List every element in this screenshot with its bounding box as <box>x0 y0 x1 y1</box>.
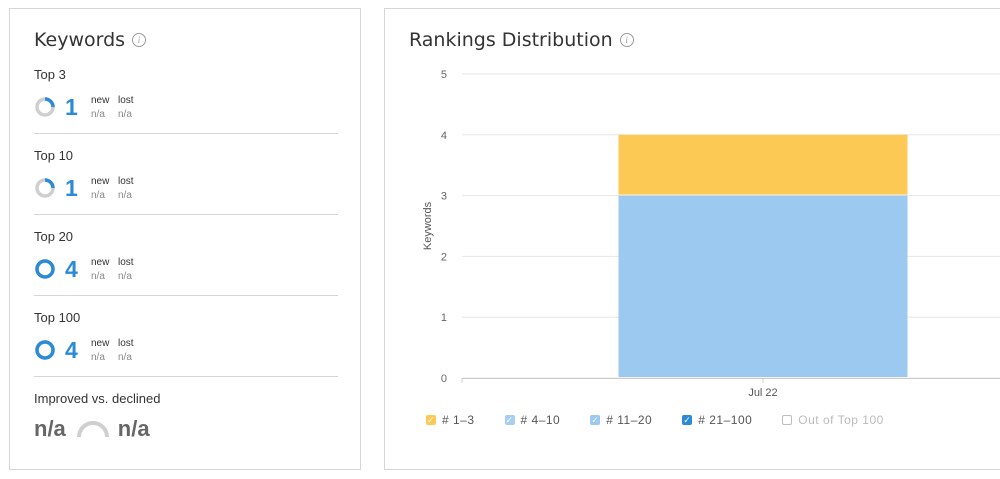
keyword-count: 4 <box>65 255 78 282</box>
lost-value: n/a <box>118 270 132 282</box>
divider <box>34 376 338 377</box>
bar-segment[interactable] <box>618 195 908 377</box>
divider <box>34 295 338 296</box>
new-value: n/a <box>91 351 105 363</box>
section-title: Top 20 <box>34 229 74 244</box>
lost-value: n/a <box>118 108 132 120</box>
donut-chart-icon <box>35 97 55 117</box>
improved-value: n/a <box>34 416 66 441</box>
lost-value: n/a <box>118 351 132 363</box>
gauge-icon <box>76 421 109 438</box>
legend-item[interactable]: ✓ # 11–20 <box>590 413 652 427</box>
new-value: n/a <box>91 108 105 120</box>
new-label: new <box>91 256 110 268</box>
legend-label: # 11–20 <box>606 413 653 427</box>
section-title: Top 100 <box>34 310 81 325</box>
keyword-count: 1 <box>65 93 78 120</box>
legend-item[interactable]: ✓ # 4–10 <box>504 413 561 427</box>
donut-chart-icon <box>35 178 55 198</box>
donut-chart-icon <box>35 340 55 360</box>
legend-label: # 4–10 <box>520 413 561 427</box>
declined-value: n/a <box>117 416 150 441</box>
y-tick-label: 2 <box>441 251 447 263</box>
lost-label: lost <box>118 94 134 106</box>
keyword-count: 4 <box>65 336 78 363</box>
lost-label: lost <box>118 256 134 268</box>
keywords-panel: Keywords i Top 3 1 new lost n/a n/a Top … <box>9 8 361 470</box>
rankings-chart: 0 1 2 3 4 5 Keywords Jul 22 <box>422 69 1000 399</box>
section-title: Top 3 <box>34 67 66 82</box>
donut-fill <box>35 97 55 117</box>
bar-segment[interactable] <box>618 134 908 195</box>
info-icon[interactable]: i <box>619 33 634 47</box>
donut-fill <box>35 259 55 279</box>
rankings-title-text: Rankings Distribution <box>409 29 613 51</box>
chart-legend: ✓ # 1–3 ✓ # 4–10 ✓ # 11–20 ✓ # 21–100 Out of Top… <box>426 413 914 427</box>
divider <box>34 214 338 215</box>
donut-chart-icon <box>35 259 55 279</box>
y-tick-label: 5 <box>441 69 447 81</box>
new-label: new <box>91 94 110 106</box>
y-tick-label: 3 <box>441 191 447 203</box>
legend-label: # 1–3 <box>442 413 475 427</box>
info-icon[interactable]: i <box>132 33 147 47</box>
top-10-section: Top 10 1 new lost n/a n/a <box>34 148 337 202</box>
checkbox-unchecked-icon[interactable] <box>782 415 793 425</box>
x-tick-label: Jul 22 <box>748 387 777 399</box>
keyword-count: 1 <box>65 174 78 201</box>
legend-item[interactable]: Out of Top 100 <box>782 413 884 427</box>
new-value: n/a <box>91 189 105 201</box>
legend-item[interactable]: ✓ # 21–100 <box>682 413 752 427</box>
checkbox-checked-icon[interactable]: ✓ <box>590 414 601 425</box>
checkbox-checked-icon[interactable]: ✓ <box>426 414 436 425</box>
keywords-title: Keywords i <box>34 29 147 51</box>
top-20-section: Top 20 4 new lost n/a n/a <box>34 229 337 283</box>
checkbox-checked-icon[interactable]: ✓ <box>682 414 693 425</box>
new-label: new <box>91 337 110 349</box>
donut-fill <box>35 340 55 360</box>
rankings-distribution-panel: Rankings Distribution i 0 1 2 3 4 5 Keywords Ju… <box>384 8 1000 470</box>
y-tick-label: 0 <box>441 373 447 385</box>
divider <box>34 133 338 134</box>
top-3-section: Top 3 1 new lost n/a n/a <box>34 67 337 121</box>
lost-label: lost <box>118 175 134 187</box>
donut-fill <box>35 178 55 198</box>
lost-label: lost <box>118 337 134 349</box>
top-100-section: Top 100 4 new lost n/a n/a <box>34 310 337 364</box>
checkbox-checked-icon[interactable]: ✓ <box>504 414 515 425</box>
rankings-title: Rankings Distribution i <box>409 29 634 51</box>
y-tick-label: 4 <box>441 130 447 142</box>
y-tick-label: 1 <box>441 312 447 324</box>
section-title: Top 10 <box>34 148 74 163</box>
y-axis-label: Keywords <box>422 201 434 250</box>
new-value: n/a <box>91 270 105 282</box>
new-label: new <box>91 175 110 187</box>
keywords-title-text: Keywords <box>34 29 126 51</box>
legend-item[interactable]: ✓ # 1–3 <box>426 413 475 427</box>
section-title: Improved vs. declined <box>34 391 161 406</box>
legend-label: # 21–100 <box>698 413 753 427</box>
legend-label: Out of Top 100 <box>798 413 884 427</box>
lost-value: n/a <box>118 189 132 201</box>
improved-declined-section: Improved vs. declined n/a n/a <box>34 391 337 442</box>
